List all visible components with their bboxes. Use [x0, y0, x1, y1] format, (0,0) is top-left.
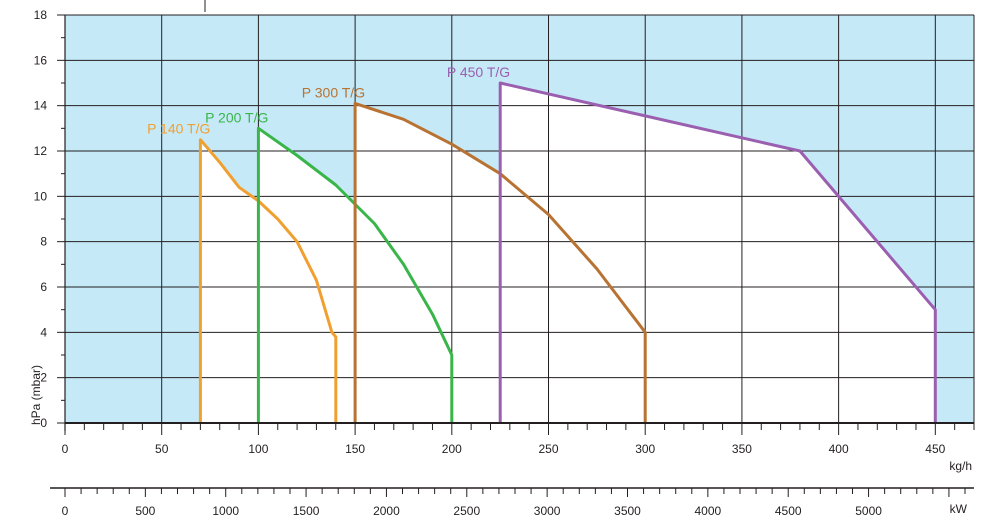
x-tick-label: 350: [732, 442, 752, 456]
x-tick-label: 450: [925, 442, 945, 456]
series-label-3: P 450 T/G: [447, 64, 510, 80]
series-label-1: P 200 T/G: [205, 109, 268, 125]
y-tick-label: 18: [34, 8, 48, 22]
secondary-x-tick-label: 4500: [775, 504, 802, 518]
series-line-1: [256, 126, 454, 423]
secondary-x-tick-label: 5000: [855, 504, 882, 518]
secondary-x-tick-label: 3500: [614, 504, 641, 518]
y-tick-label: 14: [34, 99, 48, 113]
series-area-3: [500, 83, 936, 423]
x-tick-label: 300: [635, 442, 655, 456]
y-tick-label: 12: [34, 144, 48, 158]
x-tick-label: 150: [345, 442, 365, 456]
y-tick-label: 0: [40, 416, 47, 430]
secondary-x-axis-label: kW: [950, 502, 968, 516]
secondary-x-tick-label: 3000: [534, 504, 561, 518]
series-labels: P 140 T/GP 200 T/G P 300 T/G P 450 T/G: [147, 64, 510, 137]
y-tick-label: 2: [40, 371, 47, 385]
x-tick-label: 0: [62, 442, 69, 456]
axes: [50, 0, 975, 497]
x-tick-label: 400: [829, 442, 849, 456]
secondary-x-tick-label: 2000: [373, 504, 400, 518]
x-axis-label: kg/h: [949, 459, 972, 473]
y-tick-label: 4: [40, 325, 47, 339]
secondary-x-tick-label: 1500: [293, 504, 320, 518]
secondary-x-tick-label: 2500: [453, 504, 480, 518]
series-label-0: P 140 T/G: [147, 121, 210, 137]
x-tick-label: 250: [538, 442, 558, 456]
x-tick-label: 50: [155, 442, 169, 456]
y-axis-label: hPa (mbar): [29, 365, 43, 425]
x-tick-label: 100: [248, 442, 268, 456]
series-lines: [198, 81, 937, 423]
x-tick-label: 200: [442, 442, 462, 456]
secondary-x-tick-label: 4000: [695, 504, 722, 518]
y-tick-label: 10: [34, 189, 48, 203]
y-tick-label: 8: [40, 235, 47, 249]
y-tick-label: 16: [34, 53, 48, 67]
series-label-2: P 300 T/G: [302, 84, 365, 100]
secondary-x-tick-label: 0: [62, 504, 69, 518]
series-line-0: [198, 138, 338, 423]
series-line-3: [498, 81, 937, 423]
secondary-x-tick-label: 500: [135, 504, 155, 518]
tick-labels: 0 2 4 6 8 10 12 14 16 18 0 50 100 150 200 250 300 350 400 4…: [34, 8, 946, 518]
secondary-x-tick-label: 1000: [212, 504, 239, 518]
y-tick-label: 6: [40, 280, 47, 294]
